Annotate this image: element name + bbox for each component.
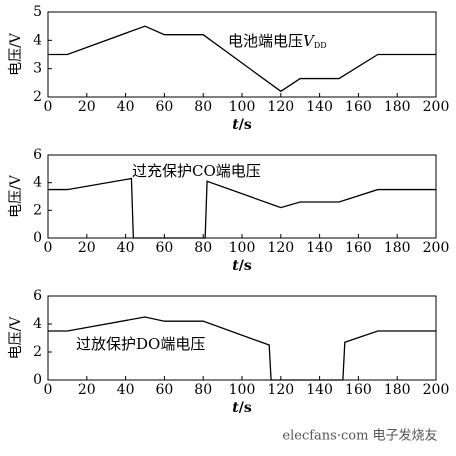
x-tick-label: 160 xyxy=(345,240,372,256)
y-axis-label: 电压/V xyxy=(8,174,24,218)
x-tick-label: 60 xyxy=(155,382,173,398)
x-tick-label: 80 xyxy=(194,240,212,256)
x-tick-label: 200 xyxy=(423,240,450,256)
x-tick-label: 0 xyxy=(44,99,53,115)
x-tick-label: 100 xyxy=(229,240,256,256)
x-tick-label: 200 xyxy=(423,382,450,398)
x-axis-var: t xyxy=(232,258,239,274)
data-line xyxy=(48,177,436,239)
annotation-text: 过充保护CO端电压 xyxy=(132,162,261,180)
watermark: elecfans·com 电子发烧友 xyxy=(282,428,437,444)
y-tick-label: 6 xyxy=(33,288,42,304)
annotation: 过放保护DO端电压 xyxy=(76,335,205,353)
x-axis-unit: /s xyxy=(239,400,252,416)
x-tick-label: 120 xyxy=(267,382,294,398)
y-tick-label: 5 xyxy=(33,4,42,20)
x-tick-label: 200 xyxy=(423,99,450,115)
x-tick-label: 120 xyxy=(267,99,294,115)
x-tick-label: 160 xyxy=(345,382,372,398)
x-axis-label: t/s xyxy=(232,117,252,133)
y-tick-label: 6 xyxy=(33,147,42,163)
x-tick-label: 180 xyxy=(384,240,411,256)
y-axis-label: 电压/V xyxy=(8,32,24,76)
x-tick-label: 180 xyxy=(384,99,411,115)
x-tick-label: 60 xyxy=(155,240,173,256)
x-tick-label: 140 xyxy=(306,99,333,115)
x-tick-label: 0 xyxy=(44,382,53,398)
y-tick-label: 4 xyxy=(33,32,42,48)
x-tick-label: 120 xyxy=(267,240,294,256)
x-tick-label: 40 xyxy=(117,240,135,256)
x-tick-label: 0 xyxy=(44,240,53,256)
annotation-text: 过放保护DO端电压 xyxy=(76,335,205,353)
x-tick-label: 60 xyxy=(155,99,173,115)
x-tick-label: 100 xyxy=(229,99,256,115)
x-tick-label: 100 xyxy=(229,382,256,398)
x-tick-label: 140 xyxy=(306,382,333,398)
x-tick-label: 180 xyxy=(384,382,411,398)
annotation-sub: DD xyxy=(314,41,327,50)
x-axis-label: t/s xyxy=(232,400,252,416)
x-tick-label: 80 xyxy=(194,99,212,115)
data-line xyxy=(48,316,436,381)
x-axis-label: t/s xyxy=(232,258,252,274)
data-line xyxy=(48,25,436,93)
y-tick-label: 4 xyxy=(33,316,42,332)
y-tick-label: 0 xyxy=(33,372,42,388)
x-axis-unit: /s xyxy=(239,258,252,274)
annotation: 过充保护CO端电压 xyxy=(132,162,261,180)
y-tick-label: 4 xyxy=(33,175,42,191)
annotation-var: V xyxy=(303,32,316,50)
x-tick-label: 20 xyxy=(78,382,96,398)
x-axis-var: t xyxy=(232,117,239,133)
x-tick-label: 40 xyxy=(117,382,135,398)
x-tick-label: 20 xyxy=(78,240,96,256)
annotation-text: 电池端电压 xyxy=(228,32,303,50)
annotation: 电池端电压VDD xyxy=(228,32,327,50)
x-axis-unit: /s xyxy=(239,117,252,133)
x-tick-label: 140 xyxy=(306,240,333,256)
y-tick-label: 2 xyxy=(33,89,42,105)
x-tick-label: 80 xyxy=(194,382,212,398)
y-tick-label: 2 xyxy=(33,344,42,360)
y-tick-label: 2 xyxy=(33,202,42,218)
x-tick-label: 40 xyxy=(117,99,135,115)
x-tick-label: 20 xyxy=(78,99,96,115)
y-axis-label: 电压/V xyxy=(8,316,24,360)
x-axis-var: t xyxy=(232,400,239,416)
y-tick-label: 0 xyxy=(33,230,42,246)
x-tick-label: 160 xyxy=(345,99,372,115)
y-tick-label: 3 xyxy=(33,61,42,77)
